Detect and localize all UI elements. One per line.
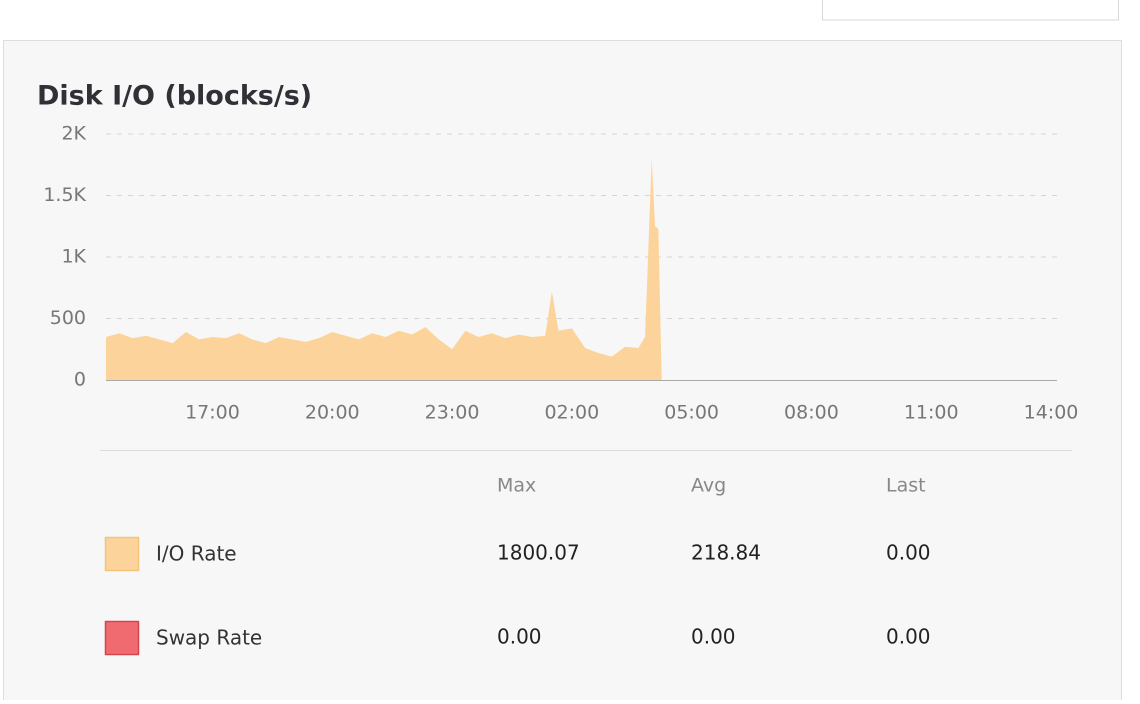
stat-value: 0.00 <box>886 541 931 565</box>
plot: 0 500 1K 1.5K 2K 17:00 20:00 23:00 02:00 05:00 08:… <box>43 123 1078 424</box>
x-tick-label: 14:00 <box>1024 402 1079 424</box>
column-header: Last <box>886 475 926 497</box>
legend-swatch <box>104 620 140 656</box>
y-tick-label: 1K <box>61 246 86 268</box>
y-tick-label: 2K <box>61 123 86 145</box>
area <box>106 158 662 380</box>
y-tick-label: 1.5K <box>43 184 86 206</box>
stat-value: 0.00 <box>497 625 542 649</box>
legend-swatch <box>104 536 140 572</box>
x-tick-label: 08:00 <box>784 402 839 424</box>
x-tick-label: 02:00 <box>544 402 599 424</box>
x-tick-label: 17:00 <box>185 402 240 424</box>
legend-label: Swap Rate <box>156 626 262 650</box>
top-box <box>822 0 1119 21</box>
legend-label: I/O Rate <box>156 542 237 566</box>
x-tick-label: 11:00 <box>904 402 959 424</box>
legend-table: Max Avg Last I/O Rate 1800.07 218.84 0.00 Swap … <box>104 475 931 656</box>
stat-value: 0.00 <box>691 625 736 649</box>
stat-value: 0.00 <box>886 625 931 649</box>
x-tick-label: 23:00 <box>425 402 480 424</box>
y-tick-label: 500 <box>50 307 86 329</box>
column-header: Max <box>497 475 536 497</box>
column-header: Avg <box>691 475 726 497</box>
chart-title: Disk I/O (blocks/s) <box>37 81 312 112</box>
stat-value: 218.84 <box>691 541 761 565</box>
x-tick-label: 20:00 <box>305 402 360 424</box>
y-tick-label: 0 <box>74 369 86 391</box>
stat-value: 1800.07 <box>497 541 580 565</box>
x-tick-label: 05:00 <box>664 402 719 424</box>
